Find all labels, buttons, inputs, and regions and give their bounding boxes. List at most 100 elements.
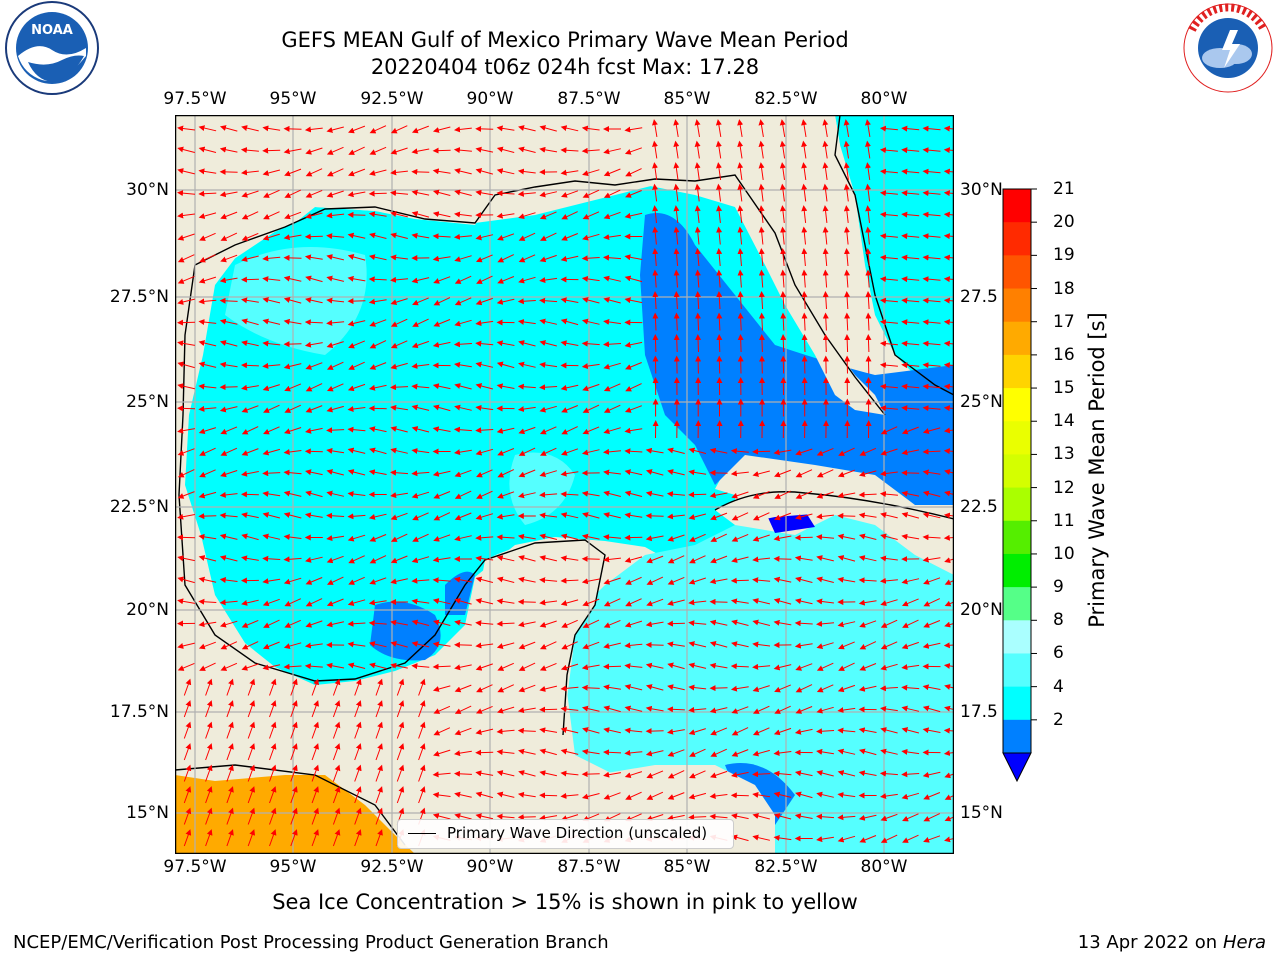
wave-direction-arrow: [326, 469, 344, 476]
wave-direction-arrow: [716, 312, 723, 331]
wave-direction-arrow: [205, 743, 213, 761]
wave-direction-arrow: [375, 721, 383, 739]
wave-direction-arrow: [582, 426, 600, 435]
wave-direction-arrow: [560, 512, 579, 519]
wave-direction-arrow: [220, 426, 238, 435]
wave-direction-arrow: [347, 383, 366, 392]
wave-direction-arrow: [923, 792, 941, 800]
wave-direction-arrow: [475, 663, 493, 671]
wave-direction-arrow: [880, 748, 898, 755]
wave-direction-arrow: [865, 162, 872, 180]
wave-direction-arrow: [652, 269, 659, 288]
wave-direction-arrow: [412, 318, 429, 327]
wave-direction-arrow: [780, 312, 787, 331]
wave-direction-arrow: [332, 764, 341, 782]
wave-direction-arrow: [901, 426, 919, 435]
wave-direction-arrow: [859, 447, 877, 456]
wave-direction-arrow: [432, 685, 451, 692]
wave-direction-arrow: [326, 254, 345, 261]
wave-direction-arrow: [901, 490, 920, 497]
wave-direction-arrow: [774, 705, 791, 714]
wave-direction-arrow: [219, 125, 238, 132]
wave-direction-arrow: [624, 254, 643, 261]
wave-direction-arrow: [412, 297, 429, 306]
wave-direction-arrow: [518, 125, 536, 132]
wave-direction-arrow: [177, 125, 195, 132]
wave-direction-arrow: [752, 641, 771, 648]
wave-direction-arrow: [177, 233, 195, 241]
wave-direction-arrow: [369, 319, 387, 327]
wave-direction-arrow: [737, 205, 744, 223]
footer-machine: Hera: [1222, 932, 1266, 953]
wave-direction-arrow: [645, 684, 664, 691]
wave-direction-arrow: [518, 748, 536, 755]
wave-direction-arrow: [198, 513, 217, 520]
wave-direction-arrow: [901, 598, 919, 607]
wave-direction-arrow: [198, 340, 217, 347]
wave-direction-arrow: [418, 786, 426, 804]
wave-direction-arrow: [795, 706, 813, 714]
wave-direction-arrow: [858, 533, 877, 540]
wave-direction-arrow: [454, 189, 472, 196]
wave-direction-arrow: [418, 678, 426, 696]
colorbar-tick-label: 9: [1053, 577, 1064, 598]
wave-direction-arrow: [560, 384, 579, 391]
lat-label: 15°N: [960, 803, 1003, 823]
wave-direction-arrow: [412, 533, 429, 542]
wave-direction-arrow: [858, 470, 877, 477]
wave-direction-arrow: [822, 162, 829, 180]
wave-direction-arrow: [844, 291, 851, 310]
wave-direction-arrow: [411, 619, 430, 626]
wave-direction-arrow: [326, 168, 344, 177]
wave-direction-arrow: [673, 205, 680, 223]
wave-direction-arrow: [454, 705, 472, 714]
wave-direction-arrow: [262, 555, 281, 562]
wave-direction-arrow: [183, 807, 192, 825]
lon-label: 97.5°W: [163, 857, 227, 877]
wave-direction-arrow: [220, 662, 238, 671]
wave-direction-arrow: [582, 619, 600, 628]
wave-direction-arrow: [347, 641, 366, 648]
wave-direction-arrow: [582, 598, 600, 607]
wave-direction-arrow: [454, 275, 472, 284]
wave-direction-arrow: [865, 334, 872, 353]
wave-direction-arrow: [673, 269, 680, 288]
lat-label: 22.5: [960, 497, 998, 517]
wave-direction-arrow: [645, 750, 664, 757]
wave-direction-arrow: [539, 426, 557, 435]
wave-direction-arrow: [247, 678, 256, 696]
wave-direction-arrow: [880, 555, 898, 562]
wave-direction-arrow: [262, 255, 281, 262]
wave-direction-arrow: [518, 232, 536, 241]
wave-direction-arrow: [901, 512, 920, 519]
wave-direction-arrow: [518, 254, 536, 263]
wave-direction-arrow: [177, 534, 196, 541]
wave-direction-arrow: [368, 426, 387, 433]
wave-direction-arrow: [561, 641, 578, 650]
wave-direction-arrow: [348, 361, 365, 370]
wave-direction-arrow: [432, 470, 451, 477]
wave-direction-arrow: [710, 555, 728, 564]
wave-direction-arrow: [390, 619, 408, 626]
wave-direction-arrow: [688, 469, 707, 476]
wave-direction-arrow: [305, 168, 323, 177]
wave-direction-arrow: [667, 792, 685, 800]
wave-direction-arrow: [625, 168, 642, 177]
wave-direction-arrow: [716, 248, 723, 267]
wave-direction-arrow: [560, 297, 579, 304]
wave-direction-arrow: [624, 705, 643, 712]
wave-direction-arrow: [539, 146, 558, 153]
wave-direction-arrow: [411, 663, 430, 670]
wave-direction-arrow: [369, 662, 387, 669]
wave-direction-arrow: [560, 792, 579, 799]
wave-direction-arrow: [326, 555, 344, 564]
wave-direction-arrow: [433, 297, 451, 306]
wave-direction-arrow: [779, 119, 786, 137]
wave-direction-arrow: [198, 427, 217, 435]
wave-direction-arrow: [262, 384, 280, 392]
colorbar-segment: [1003, 288, 1031, 323]
wave-direction-arrow: [177, 275, 195, 284]
wave-direction-arrow: [263, 426, 280, 435]
wave-direction-arrow: [475, 448, 494, 456]
wave-direction-arrow: [198, 298, 217, 305]
